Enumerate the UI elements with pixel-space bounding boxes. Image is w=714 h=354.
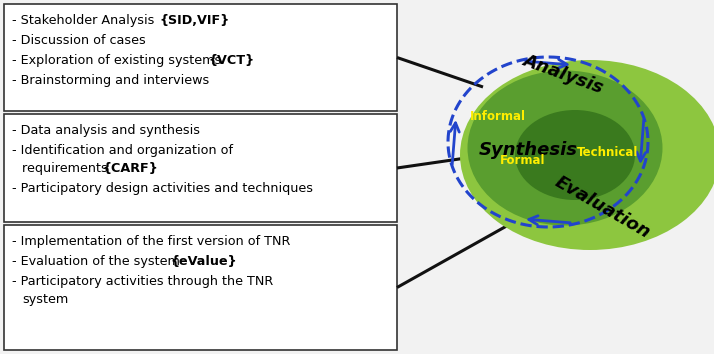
Text: - Discussion of cases: - Discussion of cases <box>12 34 146 47</box>
Text: Evaluation: Evaluation <box>552 172 654 242</box>
Text: - Stakeholder Analysis: - Stakeholder Analysis <box>12 14 159 27</box>
Ellipse shape <box>460 60 714 250</box>
Text: - Participatory design activities and techniques: - Participatory design activities and te… <box>12 182 313 195</box>
Text: - Evaluation of the system: - Evaluation of the system <box>12 255 184 268</box>
Text: {VCT}: {VCT} <box>208 54 254 67</box>
Ellipse shape <box>468 70 663 225</box>
Text: Analysis: Analysis <box>521 51 605 97</box>
Text: - Data analysis and synthesis: - Data analysis and synthesis <box>12 124 200 137</box>
Text: {CARF}: {CARF} <box>102 162 158 175</box>
Text: - Implementation of the first version of TNR: - Implementation of the first version of… <box>12 235 291 248</box>
Bar <box>4 4 397 111</box>
Text: - Participatory activities through the TNR: - Participatory activities through the T… <box>12 275 273 288</box>
Text: - Exploration of existing systems: - Exploration of existing systems <box>12 54 225 67</box>
Bar <box>4 225 397 350</box>
Text: system: system <box>22 293 69 306</box>
Text: Informal: Informal <box>470 110 526 124</box>
Text: - Brainstorming and interviews: - Brainstorming and interviews <box>12 74 209 87</box>
Text: Formal: Formal <box>501 154 545 166</box>
Text: Technical: Technical <box>578 145 639 159</box>
Text: {SID,VIF}: {SID,VIF} <box>159 14 229 27</box>
Text: {eValue}: {eValue} <box>170 255 236 268</box>
Bar <box>4 114 397 222</box>
Text: - Identification and organization of: - Identification and organization of <box>12 144 233 157</box>
Ellipse shape <box>515 110 635 200</box>
Text: requirements: requirements <box>22 162 112 175</box>
Text: Synthesis: Synthesis <box>478 141 578 159</box>
